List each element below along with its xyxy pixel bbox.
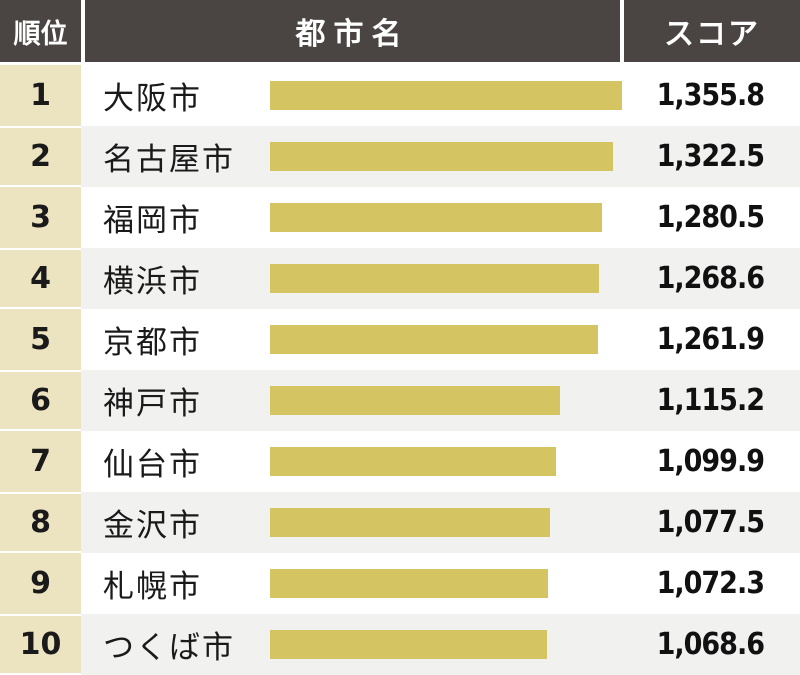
rank-label: 6 bbox=[0, 370, 81, 431]
table-row: 6 神戸市 1,115.2 bbox=[0, 370, 800, 431]
score-label: 1,068.6 bbox=[656, 627, 765, 662]
score-label: 1,115.2 bbox=[656, 383, 765, 418]
score-label: 1,355.8 bbox=[656, 78, 765, 113]
rank-label: 2 bbox=[0, 126, 81, 187]
score-label: 1,072.3 bbox=[656, 566, 765, 601]
table-row: 10 つくば市 1,068.6 bbox=[0, 614, 800, 675]
score-label: 1,322.5 bbox=[656, 139, 765, 174]
header-city: 都市名 bbox=[85, 0, 620, 62]
score-bar bbox=[270, 386, 560, 415]
city-label: 名古屋市 bbox=[103, 142, 235, 178]
score-bar bbox=[270, 508, 550, 537]
score-label: 1,077.5 bbox=[656, 505, 765, 540]
header-score: スコア bbox=[624, 0, 800, 62]
city-label: 大阪市 bbox=[103, 81, 202, 117]
city-label: 仙台市 bbox=[103, 447, 202, 483]
score-label: 1,280.5 bbox=[656, 200, 765, 235]
score-bar bbox=[270, 325, 598, 354]
score-bar bbox=[270, 81, 622, 110]
header-rank: 順位 bbox=[0, 0, 81, 62]
city-label: 横浜市 bbox=[103, 264, 202, 300]
rank-label: 1 bbox=[0, 65, 81, 126]
table-row: 5 京都市 1,261.9 bbox=[0, 309, 800, 370]
rank-label: 7 bbox=[0, 431, 81, 492]
rank-label: 4 bbox=[0, 248, 81, 309]
table-row: 3 福岡市 1,280.5 bbox=[0, 187, 800, 248]
score-label: 1,099.9 bbox=[656, 444, 765, 479]
city-label: 金沢市 bbox=[103, 508, 202, 544]
score-bar bbox=[270, 447, 556, 476]
rank-label: 10 bbox=[0, 614, 81, 675]
score-bar bbox=[270, 569, 548, 598]
table-row: 7 仙台市 1,099.9 bbox=[0, 431, 800, 492]
table-row: 1 大阪市 1,355.8 bbox=[0, 65, 800, 126]
city-label: 京都市 bbox=[103, 325, 202, 361]
score-bar bbox=[270, 203, 602, 232]
rank-label: 9 bbox=[0, 553, 81, 614]
table-row: 8 金沢市 1,077.5 bbox=[0, 492, 800, 553]
score-bar bbox=[270, 142, 613, 171]
score-bar bbox=[270, 264, 599, 293]
score-label: 1,268.6 bbox=[656, 261, 765, 296]
table-row: 9 札幌市 1,072.3 bbox=[0, 553, 800, 614]
city-label: つくば市 bbox=[103, 630, 235, 666]
rank-label: 3 bbox=[0, 187, 81, 248]
city-label: 神戸市 bbox=[103, 386, 202, 422]
table-row: 4 横浜市 1,268.6 bbox=[0, 248, 800, 309]
city-label: 福岡市 bbox=[103, 203, 202, 239]
rank-label: 8 bbox=[0, 492, 81, 553]
city-label: 札幌市 bbox=[103, 569, 202, 605]
table-header: 順位 都市名 スコア bbox=[0, 0, 800, 62]
score-label: 1,261.9 bbox=[656, 322, 765, 357]
table-row: 2 名古屋市 1,322.5 bbox=[0, 126, 800, 187]
score-bar bbox=[270, 630, 547, 659]
rank-label: 5 bbox=[0, 309, 81, 370]
